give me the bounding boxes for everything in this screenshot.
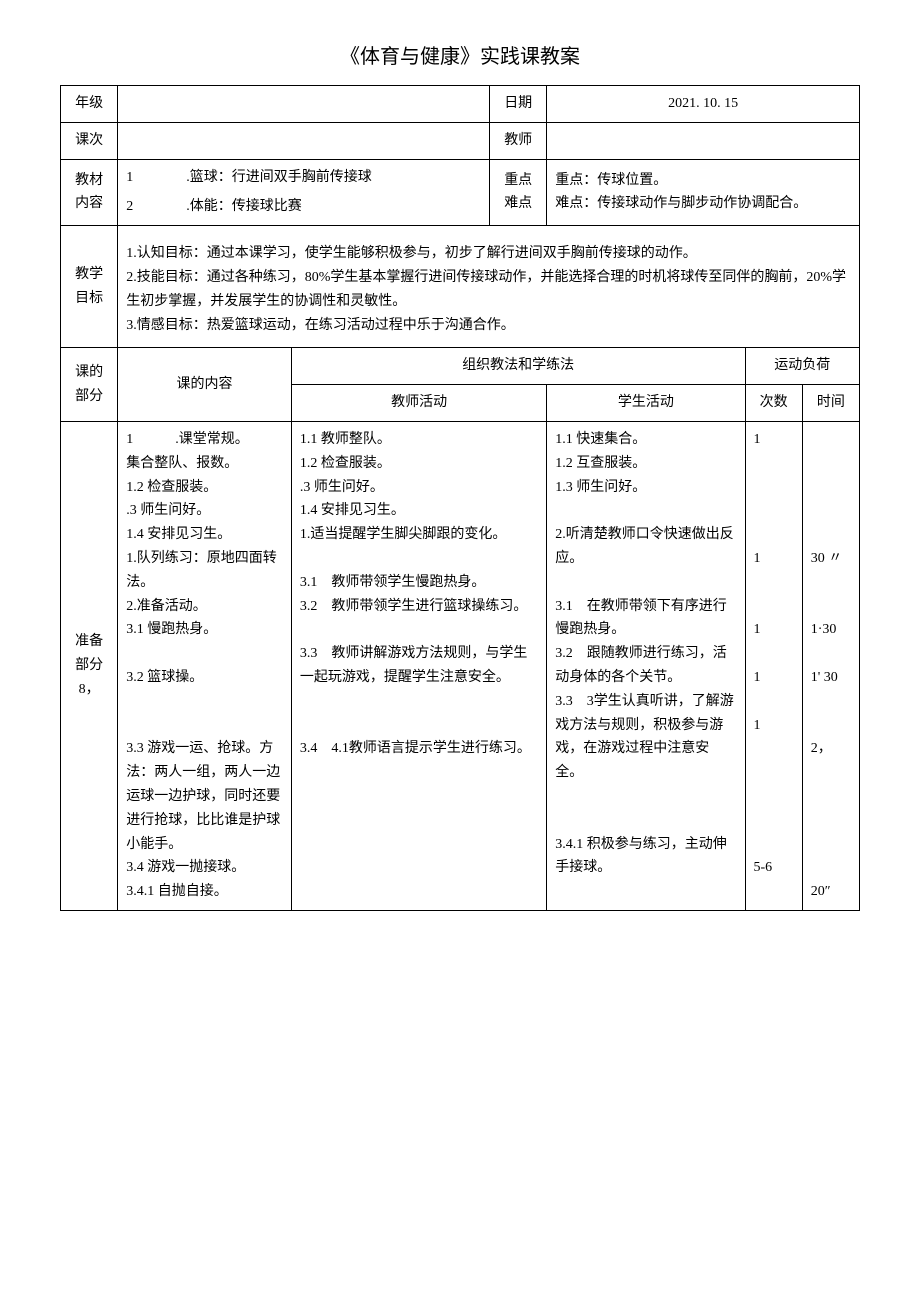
keypoint-label: 重点 难点 bbox=[490, 159, 547, 226]
prep-count: 1 1 1 1 1 5-6 bbox=[745, 421, 802, 910]
goals-text: 1.认知目标：通过本课学习，使学生能够积极参与，初步了解行进间双手胸前传接球的动… bbox=[118, 226, 860, 348]
count-header: 次数 bbox=[745, 385, 802, 422]
grade-label: 年级 bbox=[61, 86, 118, 123]
prep-part-label: 准备部分 8， bbox=[61, 421, 118, 910]
teacher-value bbox=[547, 122, 860, 159]
goals-label: 教学目标 bbox=[61, 226, 118, 348]
prep-content: 1 .课堂常规。 集合整队、报数。 1.2 检查服装。 .3 师生问好。 1.4… bbox=[118, 421, 292, 910]
teacher-act-header: 教师活动 bbox=[291, 385, 546, 422]
date-value: 2021. 10. 15 bbox=[547, 86, 860, 123]
lesson-no-label: 课次 bbox=[61, 122, 118, 159]
teacher-label: 教师 bbox=[490, 122, 547, 159]
date-label: 日期 bbox=[490, 86, 547, 123]
material-line2-text: .体能：传接球比赛 bbox=[146, 195, 302, 219]
prep-student: 1.1 快速集合。 1.2 互查服装。 1.3 师生问好。 2.听清楚教师口令快… bbox=[547, 421, 745, 910]
content-header: 课的内容 bbox=[118, 348, 292, 422]
material-line1-num: 1 bbox=[126, 166, 146, 190]
page-title: 《体育与健康》实践课教案 bbox=[60, 40, 860, 69]
prep-time: 30 〃 1·30 1' 30 2， 20″ bbox=[802, 421, 859, 910]
lesson-no-value bbox=[118, 122, 490, 159]
prep-teacher: 1.1 教师整队。 1.2 检查服装。 .3 师生问好。 1.4 安排见习生。 … bbox=[291, 421, 546, 910]
grade-value bbox=[118, 86, 490, 123]
student-act-header: 学生活动 bbox=[547, 385, 745, 422]
load-header: 运动负荷 bbox=[745, 348, 860, 385]
lesson-plan-table: 年级 日期 2021. 10. 15 课次 教师 教材内容 1 .篮球：行进间双… bbox=[60, 85, 860, 911]
material-line2-num: 2 bbox=[126, 195, 146, 219]
material-label: 教材内容 bbox=[61, 159, 118, 226]
method-header: 组织教法和学练法 bbox=[291, 348, 745, 385]
time-header: 时间 bbox=[802, 385, 859, 422]
part-header: 课的部分 bbox=[61, 348, 118, 422]
material-content: 1 .篮球：行进间双手胸前传接球 2 .体能：传接球比赛 bbox=[118, 159, 490, 226]
material-line1-text: .篮球：行进间双手胸前传接球 bbox=[146, 166, 372, 190]
keypoint-text: 重点：传球位置。 难点：传接球动作与脚步动作协调配合。 bbox=[547, 159, 860, 226]
